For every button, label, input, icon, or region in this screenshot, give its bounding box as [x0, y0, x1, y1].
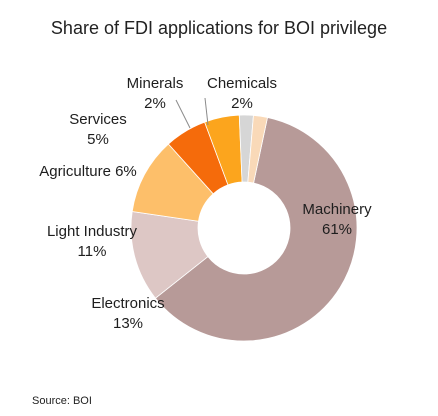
leader-lines	[175, 97, 209, 129]
label-services: Services 5%	[69, 111, 127, 148]
chart-title: Share of FDI applications for BOI privil…	[50, 18, 388, 38]
label-electronics: Electronics 13%	[91, 295, 164, 332]
leader-chemicals	[204, 97, 209, 126]
slice-labels: Machinery 61% Electronics 13% Light Industry…	[39, 75, 372, 332]
donut-slices	[130, 114, 358, 342]
source-note: Source: BOI	[32, 395, 92, 407]
label-light-industry: Light Industry 11%	[47, 223, 138, 260]
label-machinery: Machinery 61%	[302, 201, 372, 238]
label-minerals: Minerals 2%	[127, 75, 184, 112]
label-chemicals: Chemicals 2%	[207, 75, 277, 112]
leader-minerals	[175, 99, 191, 129]
slice-chemicals	[247, 114, 268, 184]
label-agriculture: Agriculture 6%	[39, 163, 137, 180]
slice-machinery	[154, 116, 358, 342]
